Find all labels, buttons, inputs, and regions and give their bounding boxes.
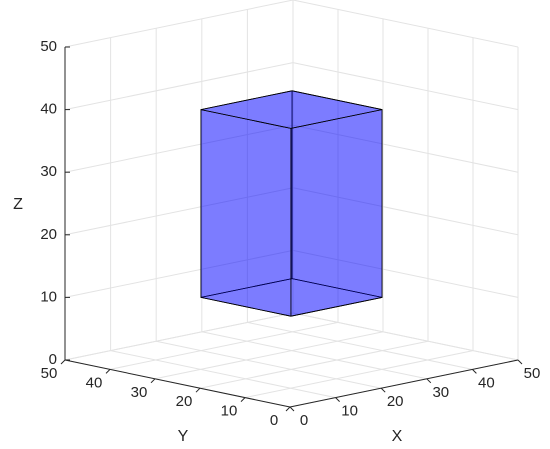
x-tick (335, 397, 340, 402)
x-tick-label: 40 (478, 374, 495, 391)
grid-line (199, 340, 429, 389)
y-tick-label: 20 (176, 393, 193, 410)
y-tick-label: 30 (131, 384, 148, 401)
z-tick-label: 0 (49, 351, 57, 368)
grid-line (64, 0, 294, 48)
y-tick-label: 10 (221, 403, 238, 420)
grid-line (292, 124, 519, 173)
grid-line (292, 187, 519, 236)
grid-line (156, 340, 382, 389)
y-tick (60, 359, 66, 365)
y-tick (240, 397, 246, 402)
grid-line (201, 331, 427, 380)
x-tick-label: 30 (432, 384, 449, 401)
y-tick (285, 406, 291, 412)
x-tick (289, 406, 295, 412)
z-tick-label: 20 (40, 226, 57, 243)
x-tick-label: 20 (387, 393, 404, 410)
y-tick-label: 0 (270, 412, 278, 429)
grid-line (154, 331, 384, 380)
y-tick (195, 387, 201, 393)
x-tick-label: 50 (524, 365, 541, 382)
y-tick (105, 369, 111, 374)
grid-line (64, 62, 294, 111)
grid-line (64, 249, 294, 298)
grid-line (244, 350, 474, 399)
y-tick-label: 40 (86, 374, 103, 391)
y-axis-label: Y (178, 428, 189, 445)
z-tick-label: 50 (40, 38, 57, 55)
grid-line (109, 321, 339, 370)
grid-line (64, 312, 294, 361)
x-axis (289, 359, 519, 408)
grid-line (64, 124, 294, 173)
face-front-x (200, 109, 292, 317)
y-axis (64, 359, 291, 408)
grid-line (64, 187, 294, 236)
grid-line (292, 62, 519, 111)
x-tick (517, 359, 523, 365)
face-front-y (290, 109, 383, 317)
grid-line (110, 350, 336, 399)
x-tick (380, 387, 386, 393)
z-tick-label: 10 (40, 288, 57, 305)
face-top (200, 90, 383, 129)
x-tick-label: 0 (300, 412, 308, 429)
z-tick-label: 30 (40, 163, 57, 180)
x-tick (472, 369, 477, 374)
y-tick-label: 50 (41, 365, 58, 382)
y-tick (150, 378, 156, 384)
z-tick-label: 40 (40, 101, 57, 118)
grid-line (247, 321, 473, 370)
grid-line (292, 0, 519, 48)
z-axis-label: Z (13, 196, 23, 213)
x-tick-label: 10 (341, 403, 358, 420)
x-tick (426, 378, 432, 384)
grid-line (292, 312, 519, 361)
grid-line (292, 249, 519, 298)
x-axis-label: X (392, 428, 403, 445)
